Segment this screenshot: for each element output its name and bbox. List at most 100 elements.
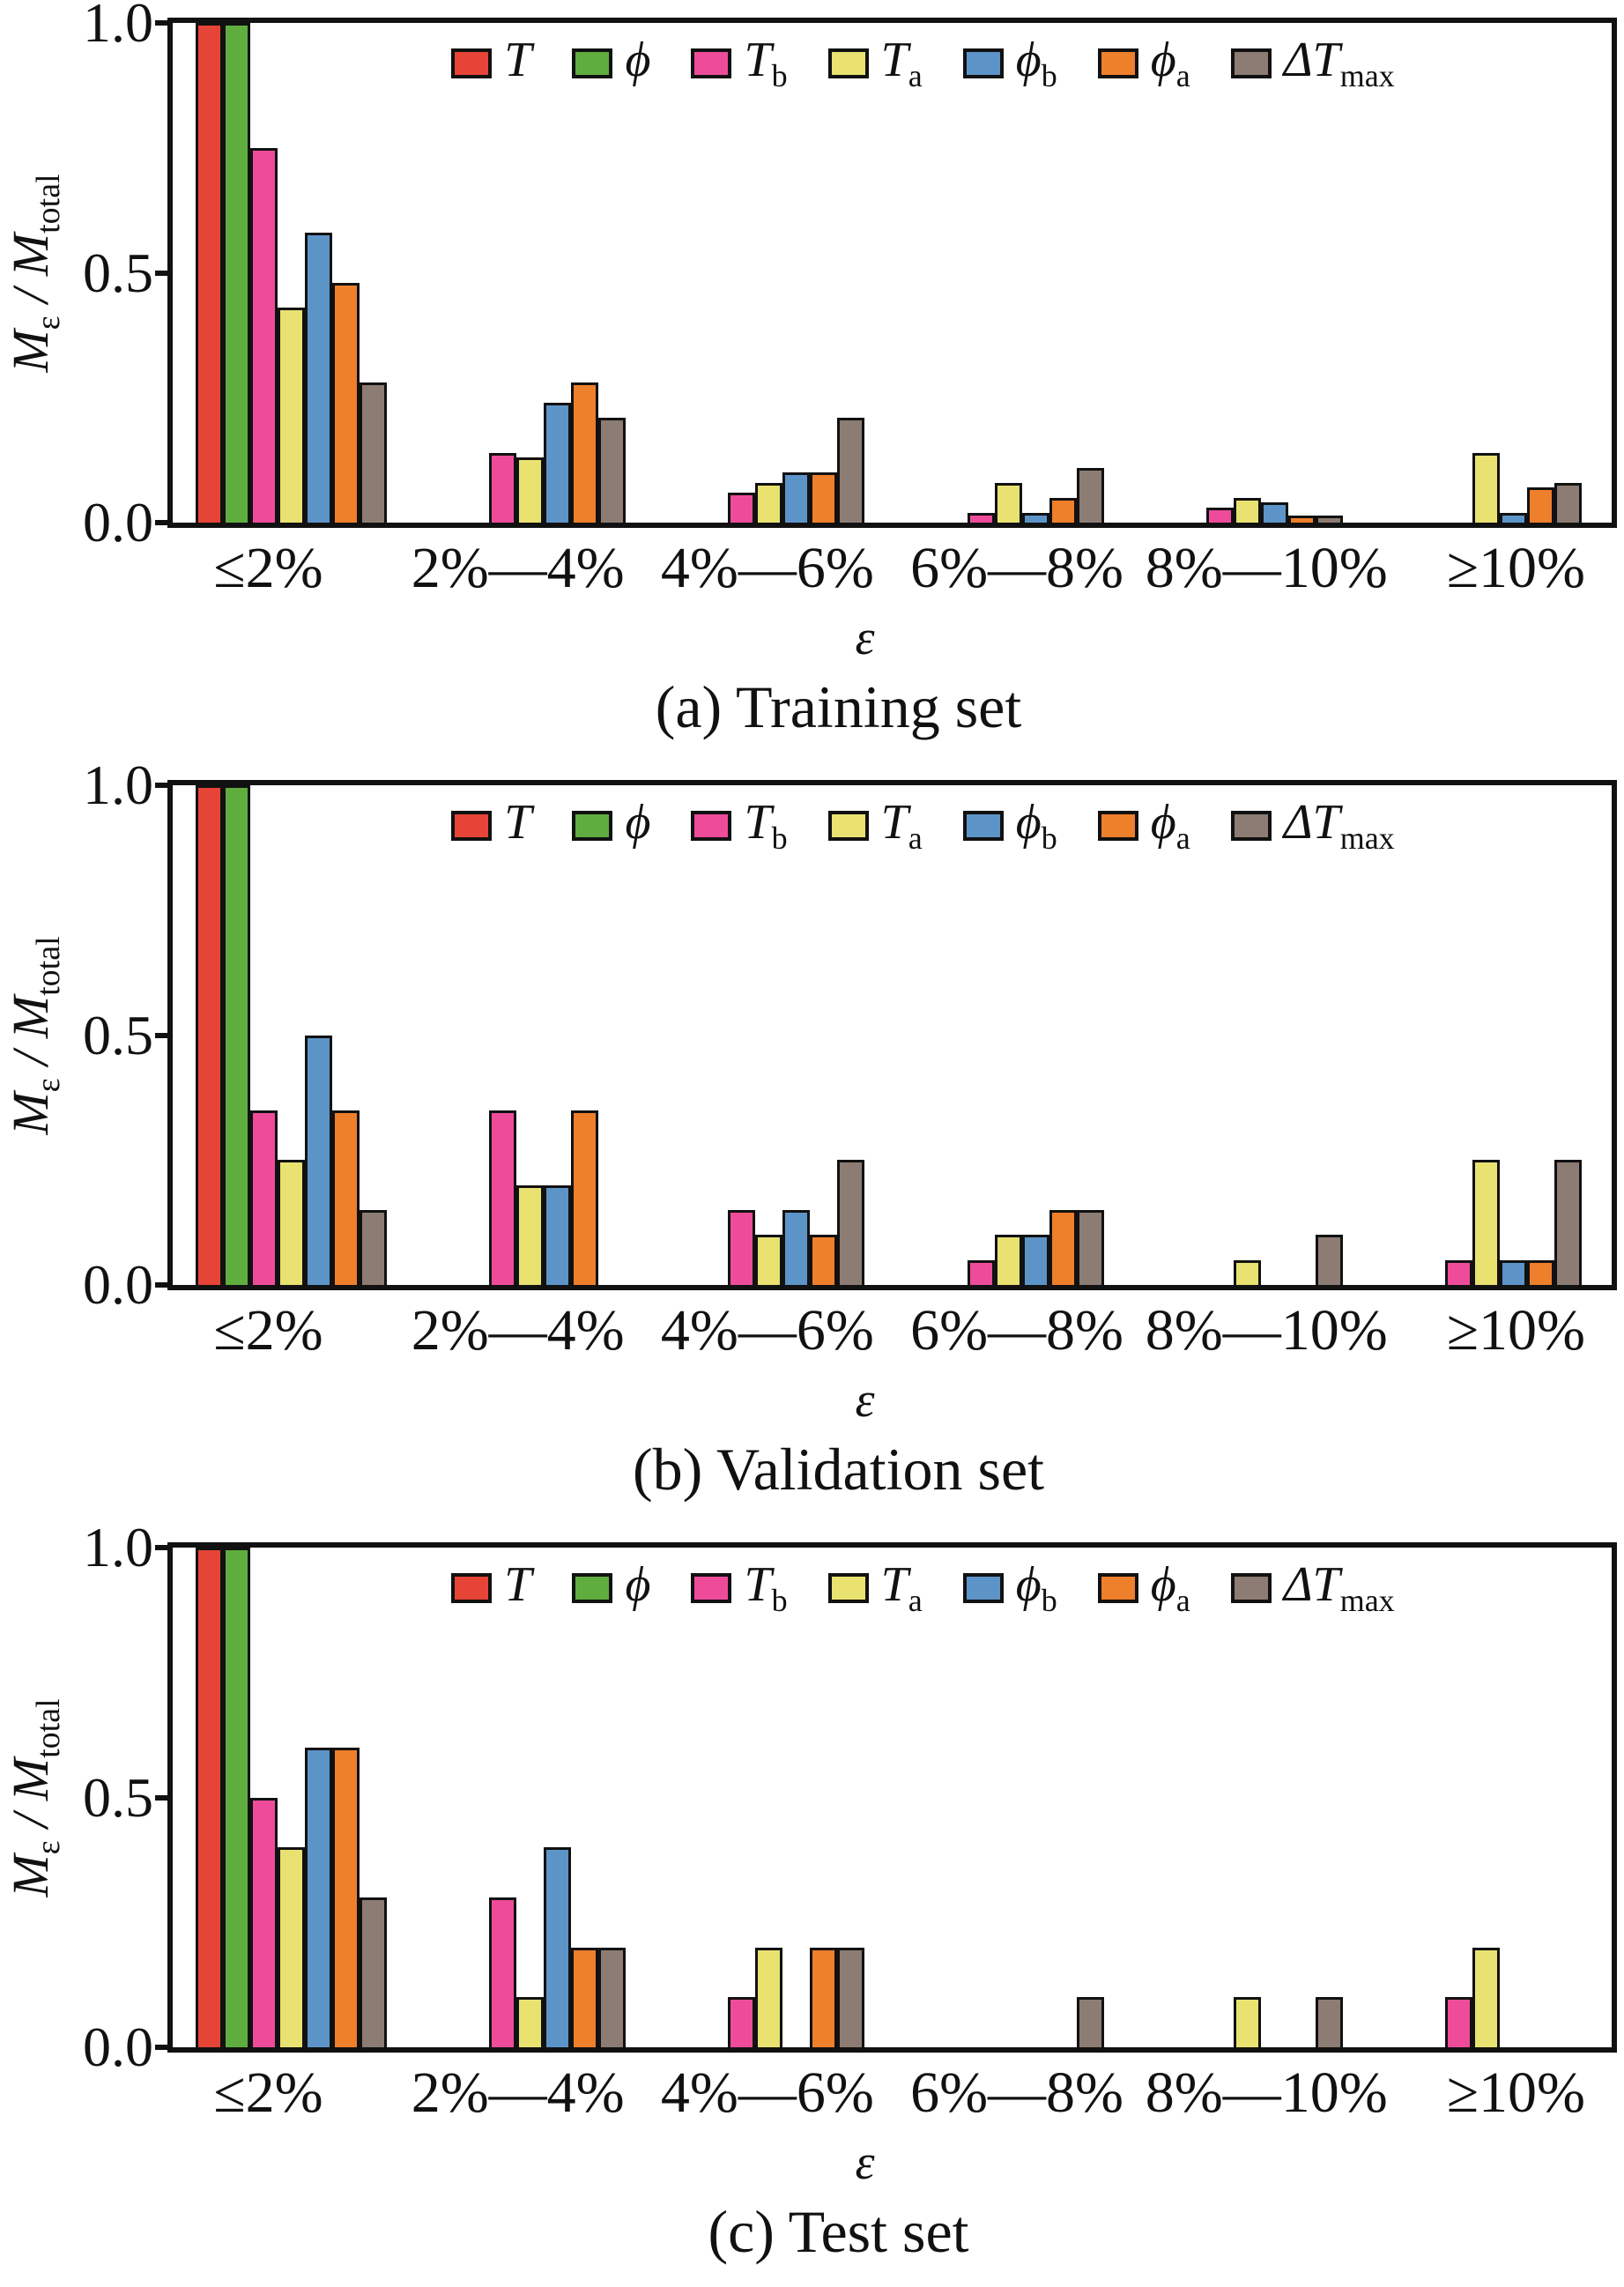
bar-phi_b [305,233,332,523]
bar-T_a [1233,1997,1261,2047]
legend-label-main: ϕ [625,1557,651,1612]
bar-slot [673,23,701,523]
y-tick-mark [155,1282,173,1288]
x-axis-tick-labels: ≤2% 2%—4% 4%—6% 6%—8% 8%—10% ≥10% [173,1298,1612,1363]
legend-swatch [827,811,869,842]
x-tick-label: 2%—4% [411,2061,625,2125]
bar-T_a [1233,1259,1261,1285]
bar-phi_a [332,1110,360,1285]
bar-dT_max [1315,1997,1343,2047]
y-tick-mark [155,270,173,276]
y-axis-title: Mε / Mtotal [0,780,69,1290]
bar-phi [223,23,250,523]
legend-item: ϕ [572,35,650,92]
bar-T_a [516,1184,545,1285]
bar-slot [968,1548,995,2047]
bar-dT_max [360,1897,387,2047]
bar-dT_max [1076,467,1104,523]
y-tick-label: 1.0 [83,0,153,54]
x-tick: 8%—10% [1146,1298,1388,1363]
x-tick-label: ≥10% [1446,1298,1586,1363]
bar-slot [1261,1548,1288,2047]
bar-slot [967,785,995,1285]
y-tick-label: 0.5 [83,241,153,304]
x-tick: ≥10% [1420,2061,1612,2126]
x-tick-label: 6%—8% [910,536,1124,600]
bar-T_b [250,147,278,523]
bar-T_a [278,1847,305,2047]
bar-group [913,785,1104,1285]
y-tick-label: 1.0 [83,1516,153,1578]
bar-slot [940,23,968,523]
bar-phi_b [1499,512,1527,523]
legend-swatch [1097,811,1138,842]
bar-slot [782,1548,810,2047]
legend-item: ϕ [572,1560,650,1616]
bar-dT_max [598,1947,627,2047]
bar-T_b [489,452,517,523]
legend-swatch [451,811,493,842]
bar-group [1152,23,1343,523]
bar-slot [940,785,968,1285]
bar-group [434,1548,627,2047]
legend-label-main: ϕ [1150,33,1176,87]
bar-slot [598,1548,627,2047]
y-tick-label: 0.5 [83,1003,153,1066]
bar-slot [1152,785,1179,1285]
bar-slot [913,1548,940,2047]
bar-slot [250,23,278,523]
y-axis-title-text: Mε / Mtotal [2,173,67,373]
bar-T_a [1472,1947,1500,2047]
bar-slot [1472,785,1500,1285]
y-tick-mark [155,1794,173,1801]
bar-group [196,785,387,1285]
legend-label: ΔTmax [1284,1560,1395,1616]
bar-slot [434,23,462,523]
legend-item: ΔTmax [1230,35,1395,92]
bar-phi_a [571,382,599,523]
x-tick-label: 6%—8% [910,1298,1124,1363]
bar-slot [701,23,728,523]
legend-item: Ta [827,35,923,92]
bar-slot [940,1548,968,2047]
bar-group [673,1548,865,2047]
legend-label: ϕ [625,35,650,92]
bar-slot [1021,23,1049,523]
bar-slot [1418,785,1445,1285]
bar-slot [1152,23,1179,523]
legend-label-main: ϕ [625,33,651,87]
legend-label: T [504,798,531,854]
bar-slot [360,785,387,1285]
bar-group [434,785,626,1285]
bar-slot [1179,785,1206,1285]
bar-group [673,785,865,1285]
bar-dT_max [360,1209,387,1285]
bar-slot [1205,23,1234,523]
bar-phi_a [1049,1209,1077,1285]
legend-swatch [962,811,1004,842]
bar-slot [223,23,250,523]
bar-phi [223,1548,250,2047]
bar-slot [1179,1548,1206,2047]
bar-slot [810,1548,838,2047]
bar-T_b [250,1797,278,2047]
x-tick: ≥10% [1420,1298,1612,1363]
bar-phi_b [305,1035,332,1285]
legend-label: ϕ [625,1560,650,1616]
legend-label: Tb [744,798,787,854]
legend-label-sub: a [1175,1583,1190,1619]
legend-label-sub: a [1175,58,1190,94]
x-tick-label: 8%—10% [1145,2061,1388,2125]
y-tick-label: 0.5 [83,1765,153,1829]
bar-slot [995,1548,1022,2047]
legend-label: Ta [881,798,923,854]
y-tick-mark [155,1545,173,1550]
bar-slot [278,785,305,1285]
bar-phi_a [332,1747,360,2047]
bar-group [1152,785,1343,1285]
panel-caption: (c) Test set [708,2197,969,2265]
bar-slot [728,23,756,523]
legend-swatch [691,48,732,79]
